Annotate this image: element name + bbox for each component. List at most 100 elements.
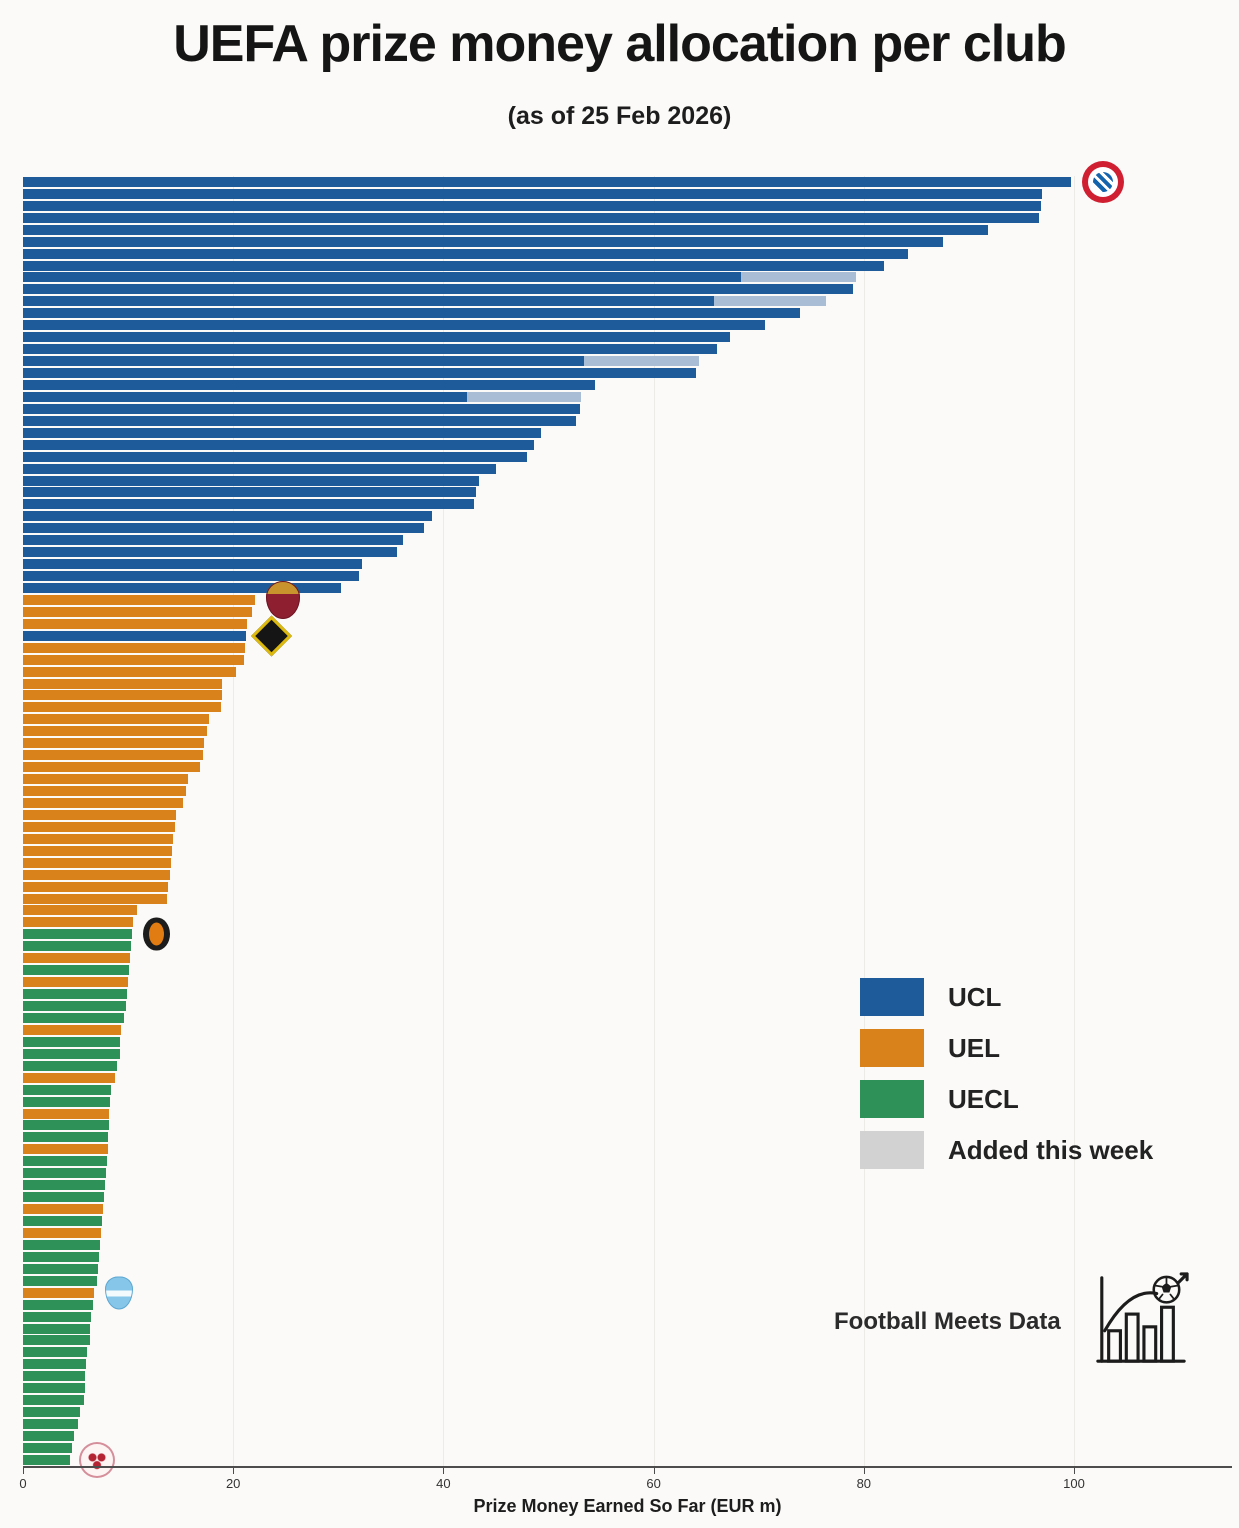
bar-row <box>23 487 1239 498</box>
gridline-100 <box>1074 176 1075 1468</box>
legend: UCL UEL UECL Added this week <box>860 978 1153 1182</box>
bar-row <box>23 606 1239 617</box>
gridline-20 <box>233 176 235 1468</box>
bar-segment-uel <box>23 714 210 725</box>
bar-row <box>23 1204 1239 1215</box>
bar-segment-uel <box>23 594 256 605</box>
tick-label-80: 80 <box>856 1476 872 1491</box>
bar-segment-uel <box>23 869 171 880</box>
bar-segment-uel <box>23 953 131 964</box>
bar-segment-ucl <box>23 499 474 510</box>
bar-row <box>23 188 1239 199</box>
shakhtar-donetsk-logo <box>143 917 171 951</box>
bar-row <box>23 332 1239 343</box>
bar-segment-uecl <box>23 929 133 940</box>
bar-segment-ucl <box>23 559 363 570</box>
malmo-ff-logo <box>105 1276 134 1310</box>
bar-segment-added-this-week <box>584 356 699 367</box>
tick-mark-0 <box>23 1468 24 1474</box>
plot-area: 0 20 40 60 80 100 <box>0 160 1239 1491</box>
bar-row <box>23 368 1239 378</box>
bar-segment-uecl <box>23 1275 97 1286</box>
bar-segment-uecl <box>23 1012 124 1023</box>
bar-row <box>23 678 1239 689</box>
bar-row <box>23 917 1239 928</box>
legend-item-uecl: UECL <box>860 1080 1153 1118</box>
bar-row <box>23 774 1239 785</box>
bar-segment-ucl <box>23 571 360 582</box>
bar-row <box>23 1036 1239 1047</box>
bar-segment-ucl <box>23 308 800 319</box>
bar-segment-ucl <box>23 332 731 343</box>
bar-row <box>23 642 1239 653</box>
bar-row <box>23 1407 1239 1418</box>
bar-segment-uecl <box>23 1084 112 1095</box>
bar-row <box>23 726 1239 737</box>
bar-segment-uecl <box>23 1395 84 1406</box>
tick-label-100: 100 <box>1063 1476 1085 1491</box>
bar-row <box>23 1001 1239 1012</box>
bar-row <box>23 296 1239 307</box>
bar-segment-uel <box>23 666 237 677</box>
legend-swatch-uel <box>860 1029 924 1067</box>
bar-segment-uel <box>23 618 247 629</box>
bar-row <box>23 953 1239 964</box>
bar-row <box>23 1454 1239 1465</box>
bar-segment-uel <box>23 917 134 928</box>
bar-segment-uecl <box>23 1156 108 1167</box>
bar-row <box>23 499 1239 510</box>
bar-segment-added-this-week <box>740 272 857 283</box>
bar-row <box>23 1144 1239 1155</box>
bar-row <box>23 511 1239 522</box>
bar-row <box>23 1263 1239 1274</box>
bar-segment-uel <box>23 1108 110 1119</box>
bar-row <box>23 1132 1239 1143</box>
bar-row <box>23 391 1239 402</box>
bar-row <box>23 1275 1239 1286</box>
bar-segment-ucl <box>23 212 1040 223</box>
bar-row <box>23 272 1239 283</box>
bar-row <box>23 1251 1239 1262</box>
bar-row <box>23 618 1239 629</box>
bar-row <box>23 666 1239 677</box>
bar-segment-uecl <box>23 1096 111 1107</box>
bar-row <box>23 1419 1239 1430</box>
bar-segment-ucl <box>23 176 1071 187</box>
bar-row <box>23 941 1239 952</box>
bar-row <box>23 463 1239 474</box>
bar-row <box>23 535 1239 546</box>
bar-segment-ucl <box>23 200 1042 211</box>
bar-segment-uel <box>23 857 172 868</box>
bar-segment-ucl <box>23 415 576 426</box>
bar-segment-uecl <box>23 1216 102 1227</box>
bar-row <box>23 929 1239 940</box>
bar-row <box>23 786 1239 797</box>
bar-segment-uel <box>23 893 167 904</box>
bar-row <box>23 571 1239 582</box>
legend-item-uel: UEL <box>860 1029 1153 1067</box>
bar-segment-uecl <box>23 1407 80 1418</box>
bar-segment-uecl <box>23 1132 109 1143</box>
bar-row <box>23 1299 1239 1310</box>
gridline-60 <box>653 176 655 1468</box>
bar-segment-uecl <box>23 1431 75 1442</box>
bar-row <box>23 630 1239 641</box>
bar-segment-ucl <box>23 260 884 271</box>
legend-item-ucl: UCL <box>860 978 1153 1016</box>
bar-segment-uel <box>23 1287 95 1298</box>
bar-row <box>23 1239 1239 1250</box>
bar-segment-ucl <box>23 582 342 593</box>
bar-row <box>23 1084 1239 1095</box>
x-axis-line <box>23 1466 1232 1468</box>
bar-segment-ucl <box>23 284 854 295</box>
bar-row <box>23 415 1239 426</box>
bar-segment-uel <box>23 1072 116 1083</box>
bar-segment-uel <box>23 750 203 761</box>
bar-row <box>23 320 1239 331</box>
bar-row <box>23 379 1239 390</box>
bar-row <box>23 1012 1239 1023</box>
bar-row <box>23 750 1239 761</box>
bar-segment-ucl <box>23 379 595 390</box>
bar-row <box>23 427 1239 438</box>
